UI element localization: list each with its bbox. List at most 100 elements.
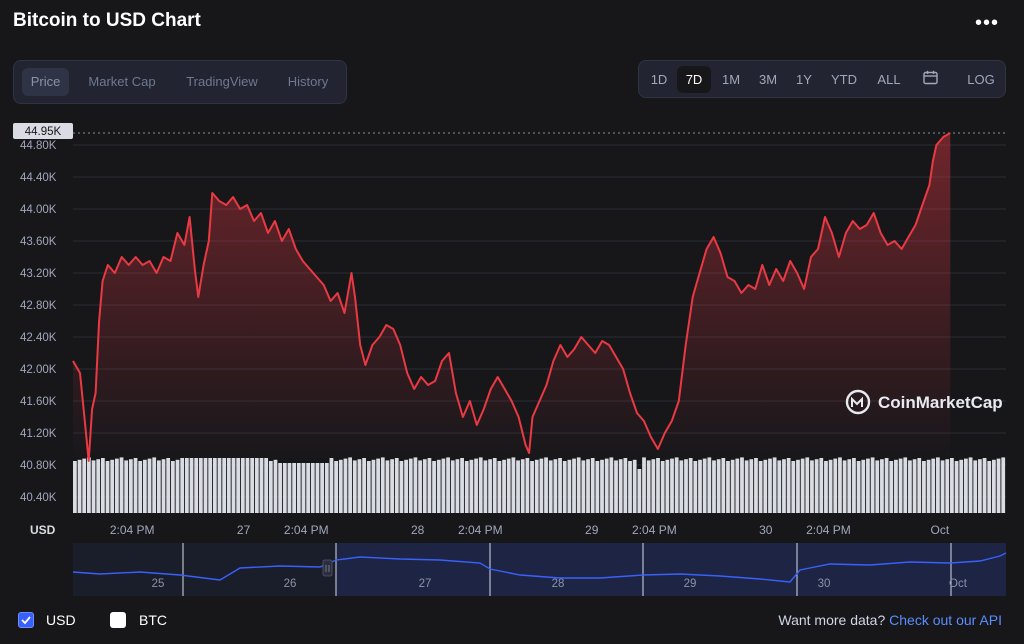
volume-bar	[315, 463, 320, 513]
calendar-icon[interactable]	[923, 70, 938, 85]
volume-bar	[959, 459, 964, 513]
volume-bar	[572, 458, 576, 513]
volume-bar	[492, 458, 497, 513]
volume-bar	[100, 458, 105, 513]
volume-bar	[441, 458, 446, 513]
volume-bar	[926, 459, 931, 513]
usd-checkbox[interactable]	[18, 612, 34, 628]
volume-bar	[366, 461, 371, 513]
navigator-day-label: 30	[818, 578, 831, 590]
volume-bar	[665, 459, 670, 513]
volume-bar	[483, 460, 488, 513]
volume-bar	[217, 458, 222, 513]
range-log[interactable]: LOG	[967, 72, 995, 87]
navigator-window[interactable]	[336, 543, 1006, 596]
check-icon	[21, 616, 31, 625]
volume-bar	[814, 459, 819, 513]
volume-bar	[516, 460, 520, 513]
volume-bar	[128, 459, 133, 513]
y-tick-label: 44.80K	[20, 140, 57, 152]
volume-bar	[436, 459, 441, 513]
volume-bar	[413, 457, 418, 513]
volume-bar	[488, 459, 492, 513]
volume-bar	[726, 461, 730, 513]
watermark-text: CoinMarketCap	[878, 393, 1003, 412]
volume-bar	[502, 459, 506, 513]
volume-bar	[343, 458, 348, 513]
range-7d[interactable]: 7D	[677, 66, 711, 93]
range-1m[interactable]: 1M	[721, 72, 741, 87]
volume-bar	[245, 458, 250, 513]
volume-bar	[119, 457, 124, 513]
volume-bar	[534, 459, 539, 513]
volume-bar	[385, 460, 390, 513]
volume-bar	[371, 459, 376, 513]
volume-bar	[889, 461, 894, 513]
volume-bar	[352, 460, 357, 513]
volume-bar	[838, 457, 842, 513]
volume-bar	[506, 458, 511, 513]
volume-bar	[464, 461, 469, 513]
volume-bar	[903, 457, 908, 513]
navigator-handle-left[interactable]	[322, 559, 333, 577]
navigator-day-label: 29	[684, 578, 697, 590]
volume-bar	[744, 460, 749, 513]
volume-bar	[852, 458, 856, 513]
range-1y[interactable]: 1Y	[796, 72, 812, 87]
volume-bar	[730, 459, 735, 513]
volume-bar	[166, 458, 171, 513]
range-ytd[interactable]: YTD	[831, 72, 857, 87]
range-navigator[interactable]: 25 26 27 28 29 30 Oct	[72, 543, 1007, 596]
volume-bar	[418, 460, 422, 513]
btc-checkbox[interactable]	[110, 612, 126, 628]
volume-bar	[880, 459, 884, 513]
y-tick-label: 42.80K	[20, 300, 57, 312]
range-3m[interactable]: 3M	[758, 72, 778, 87]
volume-bar	[133, 458, 138, 513]
volume-bar	[77, 459, 82, 513]
volume-bar	[595, 461, 600, 513]
volume-bar	[147, 458, 152, 513]
volume-bar	[828, 459, 833, 513]
tab-history[interactable]: History	[287, 74, 329, 89]
volume-bar	[320, 463, 325, 513]
volume-bar	[898, 458, 903, 513]
volume-bar	[301, 463, 306, 513]
api-link[interactable]: Check out our API	[889, 612, 1002, 628]
volume-bar	[455, 459, 460, 513]
range-all[interactable]: ALL	[877, 72, 901, 87]
x-axis-labels: 2:04 PM 27 2:04 PM 28 2:04 PM 29 2:04 PM 30 2:04…	[110, 523, 950, 537]
volume-bar	[1001, 457, 1006, 513]
btc-label: BTC	[139, 612, 167, 628]
volume-bars	[73, 457, 1006, 513]
tab-tradingview[interactable]: TradingView	[186, 74, 258, 89]
volume-bar	[847, 459, 852, 513]
y-tick-label: 40.80K	[20, 460, 57, 472]
range-1d[interactable]: 1D	[650, 72, 668, 87]
volume-bar	[735, 458, 740, 513]
tab-price[interactable]: Price	[22, 68, 69, 96]
volume-bar	[539, 458, 544, 513]
x-tick-label: 2:04 PM	[110, 523, 155, 537]
volume-bar	[231, 458, 236, 513]
volume-bar	[278, 463, 283, 513]
volume-bar	[576, 457, 581, 513]
navigator-day-label: 28	[552, 578, 565, 590]
y-tick-label: 42.40K	[20, 332, 57, 344]
volume-bar	[833, 458, 838, 513]
tab-market-cap[interactable]: Market Cap	[88, 74, 156, 89]
volume-bar	[189, 458, 194, 513]
more-options-icon[interactable]: •••	[975, 12, 1000, 34]
volume-bar	[945, 459, 950, 513]
volume-bar	[996, 458, 1001, 513]
volume-bar	[782, 459, 786, 513]
volume-bar	[264, 458, 269, 513]
volume-bar	[334, 461, 339, 513]
volume-bar	[548, 460, 553, 513]
y-tick-label: 43.20K	[20, 268, 57, 280]
current-price-tag: 44.95K	[25, 126, 62, 138]
volume-bar	[824, 461, 828, 513]
volume-bar	[884, 458, 889, 513]
volume-bar	[203, 458, 208, 513]
